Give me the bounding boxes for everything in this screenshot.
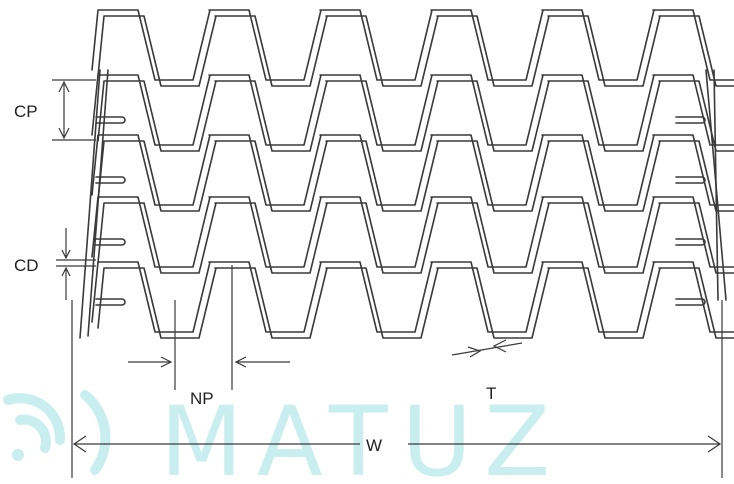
rod-hook — [675, 238, 706, 246]
mesh-wire — [91, 261, 734, 333]
mesh-wire — [97, 140, 734, 212]
mesh-wire — [91, 196, 734, 268]
watermark-logo-icon — [3, 390, 111, 475]
rod-hook — [95, 176, 126, 184]
arrow-up-icon — [58, 80, 70, 93]
cp-dimension — [52, 79, 96, 141]
rod-hook — [95, 238, 126, 246]
mesh-wire — [97, 202, 734, 274]
np-label: NP — [190, 389, 214, 408]
mesh-rows — [91, 9, 734, 339]
t-dimension — [451, 339, 523, 358]
mesh-wire — [97, 15, 734, 87]
t-label: T — [486, 384, 496, 403]
rod-hook — [675, 298, 706, 306]
cp-label: CP — [14, 102, 38, 121]
rod-hook — [95, 298, 126, 306]
rod-hook — [95, 116, 126, 124]
edge-wire — [79, 69, 101, 339]
cd-label: CD — [14, 256, 39, 275]
mesh-edges — [79, 69, 727, 339]
edge-wire — [713, 69, 719, 301]
cd-dimension — [56, 228, 96, 300]
w-dimension — [71, 300, 723, 478]
arrow-right-icon — [160, 356, 173, 368]
mesh-wire — [91, 9, 734, 81]
watermark-text: MATUZ — [160, 386, 564, 484]
mesh-wire — [91, 134, 734, 206]
w-label: W — [366, 436, 382, 455]
mesh-wire — [91, 74, 734, 146]
edge-wire — [87, 69, 109, 337]
rod-hook — [675, 116, 706, 124]
arrow-down-icon — [58, 127, 70, 140]
np-dimension — [128, 265, 290, 390]
arrow-left-icon — [234, 356, 247, 368]
mesh-wire — [97, 267, 734, 339]
rod-hook — [675, 176, 706, 184]
mesh-wire — [97, 80, 734, 152]
watermark: MATUZ — [3, 386, 564, 484]
